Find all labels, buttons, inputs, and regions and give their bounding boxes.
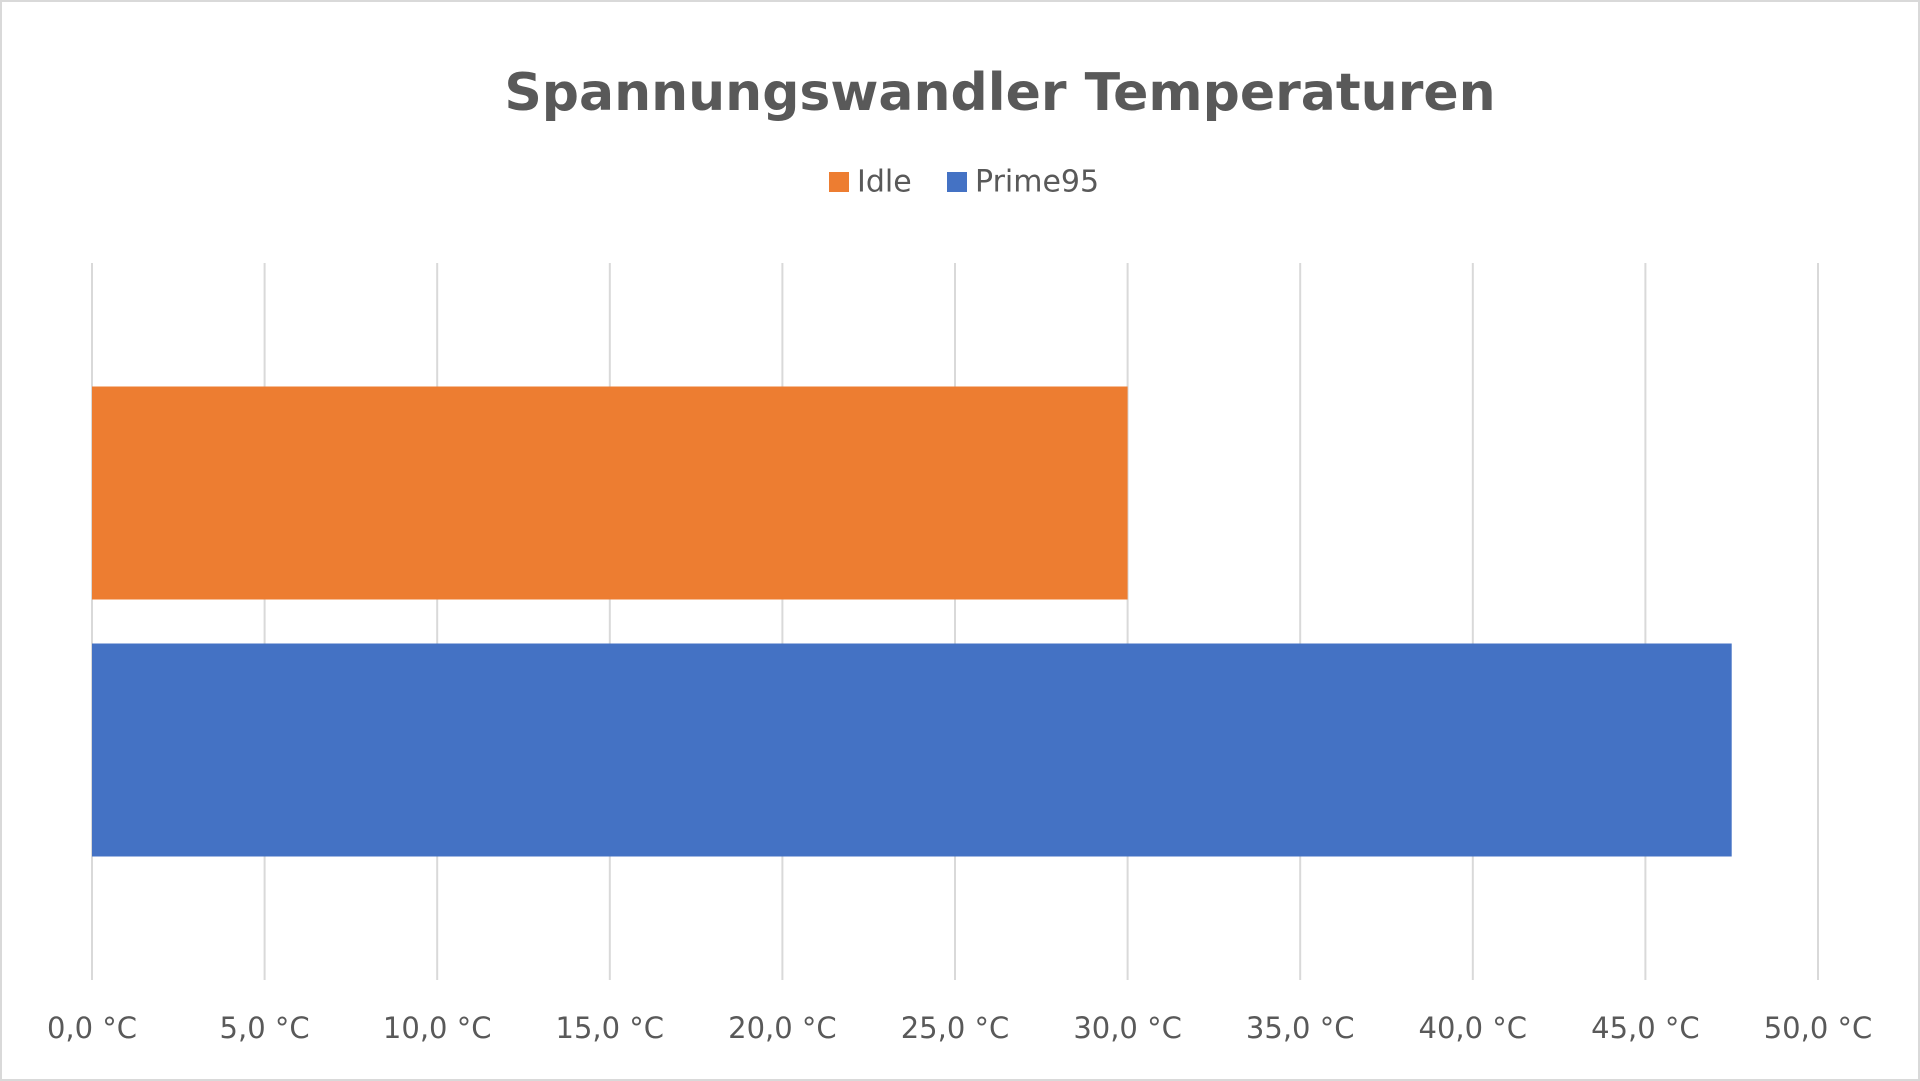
legend-label: Idle xyxy=(857,165,912,200)
x-tick-label: 35,0 °C xyxy=(1246,1011,1355,1045)
bar xyxy=(92,643,1732,857)
x-tick-label: 10,0 °C xyxy=(383,1011,492,1045)
x-tick-label: 0,0 °C xyxy=(47,1011,137,1045)
legend-swatch xyxy=(829,172,849,192)
bar xyxy=(92,386,1128,600)
x-tick-label: 25,0 °C xyxy=(901,1011,1010,1045)
x-tick-label: 20,0 °C xyxy=(728,1011,837,1045)
x-tick-label: 50,0 °C xyxy=(1764,1011,1873,1045)
chart-title: Spannungswandler Temperaturen xyxy=(504,63,1495,123)
legend-label: Prime95 xyxy=(975,165,1099,200)
x-tick-label: 40,0 °C xyxy=(1419,1011,1528,1045)
x-tick-label: 5,0 °C xyxy=(220,1011,310,1045)
x-tick-label: 30,0 °C xyxy=(1073,1011,1182,1045)
x-tick-label: 45,0 °C xyxy=(1591,1011,1700,1045)
legend-swatch xyxy=(947,172,967,192)
x-tick-label: 15,0 °C xyxy=(556,1011,665,1045)
